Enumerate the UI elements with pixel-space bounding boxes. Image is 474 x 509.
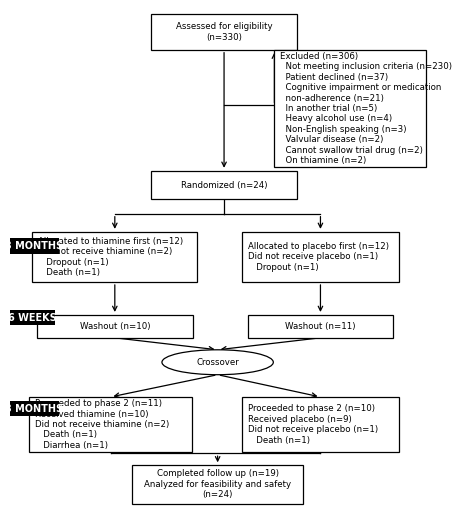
FancyBboxPatch shape [10,401,59,416]
FancyBboxPatch shape [10,310,55,325]
FancyBboxPatch shape [36,315,193,338]
Text: Washout (n=10): Washout (n=10) [80,322,150,331]
Text: Randomized (n=24): Randomized (n=24) [181,181,267,189]
Text: Proceeded to phase 2 (n=11)
Received thiamine (n=10)
Did not receive thiamine (n: Proceeded to phase 2 (n=11) Received thi… [35,399,169,450]
Text: 3 MONTHS: 3 MONTHS [5,404,64,414]
FancyBboxPatch shape [132,465,303,503]
FancyBboxPatch shape [10,238,59,253]
FancyBboxPatch shape [247,315,393,338]
Text: Crossover: Crossover [196,358,239,367]
Text: 3 MONTHS: 3 MONTHS [5,241,64,251]
FancyBboxPatch shape [151,14,297,50]
FancyBboxPatch shape [242,397,399,452]
Text: Excluded (n=306)
  Not meeting inclusion criteria (n=230)
  Patient declined (n=: Excluded (n=306) Not meeting inclusion c… [280,52,452,165]
FancyBboxPatch shape [32,232,197,282]
FancyBboxPatch shape [151,171,297,200]
FancyBboxPatch shape [242,232,399,282]
Text: Allocated to thiamine first (n=12)
Did not receive thiamine (n=2)
   Dropout (n=: Allocated to thiamine first (n=12) Did n… [38,237,183,277]
Text: Washout (n=11): Washout (n=11) [285,322,356,331]
Text: Assessed for eligibility
(n=330): Assessed for eligibility (n=330) [176,22,273,42]
Text: Proceeded to phase 2 (n=10)
Received placebo (n=9)
Did not receive placebo (n=1): Proceeded to phase 2 (n=10) Received pla… [248,405,378,444]
Text: 6 WEEKS: 6 WEEKS [8,313,57,323]
FancyBboxPatch shape [29,397,192,452]
Text: Completed follow up (n=19)
Analyzed for feasibility and safety
(n=24): Completed follow up (n=19) Analyzed for … [144,469,291,499]
Ellipse shape [162,350,273,375]
FancyBboxPatch shape [274,50,427,167]
Text: Allocated to placebo first (n=12)
Did not receive placebo (n=1)
   Dropout (n=1): Allocated to placebo first (n=12) Did no… [248,242,389,272]
